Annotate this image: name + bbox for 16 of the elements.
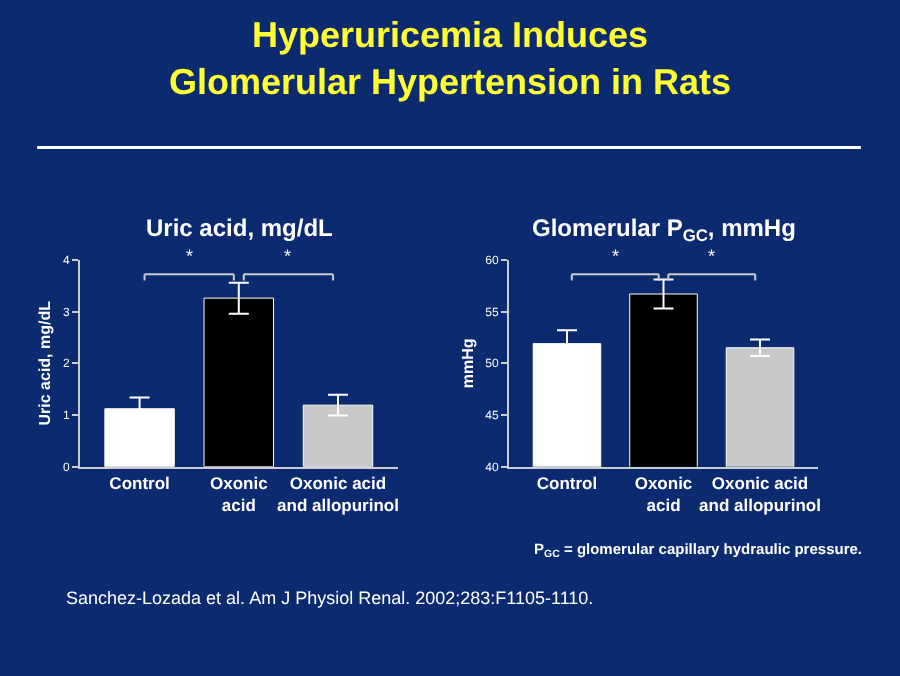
chart-title: Uric acid, mg/dL: [146, 214, 333, 242]
x-tick-label: Oxonic acid and allopurinol: [699, 473, 821, 516]
text: Sanchez-Lozada et al. Am J Physiol Renal. 2002;283:F1105-1110.: [66, 588, 594, 608]
y-axis-title: Uric acid, mg/dL: [36, 300, 55, 426]
y-axis-title: mmHg: [458, 338, 477, 389]
x-tick-label: Oxonic acid and allopurinol: [277, 473, 399, 516]
annotation: *: [186, 246, 194, 266]
x-tick-label: Control: [536, 473, 598, 494]
text: Hyperuricemia Induces Glomerular Hypertension in Rats: [168, 15, 732, 103]
chart-title: Glomerular P$_{GC}$, mmHg: [532, 214, 796, 246]
x-tick-label: Oxonic acid: [634, 473, 693, 516]
x-tick-label: Oxonic acid: [209, 473, 269, 516]
annotation: *: [708, 246, 716, 266]
x-tick-label: Control: [109, 473, 170, 494]
annotation: *: [284, 246, 292, 266]
annotation: *: [612, 246, 620, 266]
